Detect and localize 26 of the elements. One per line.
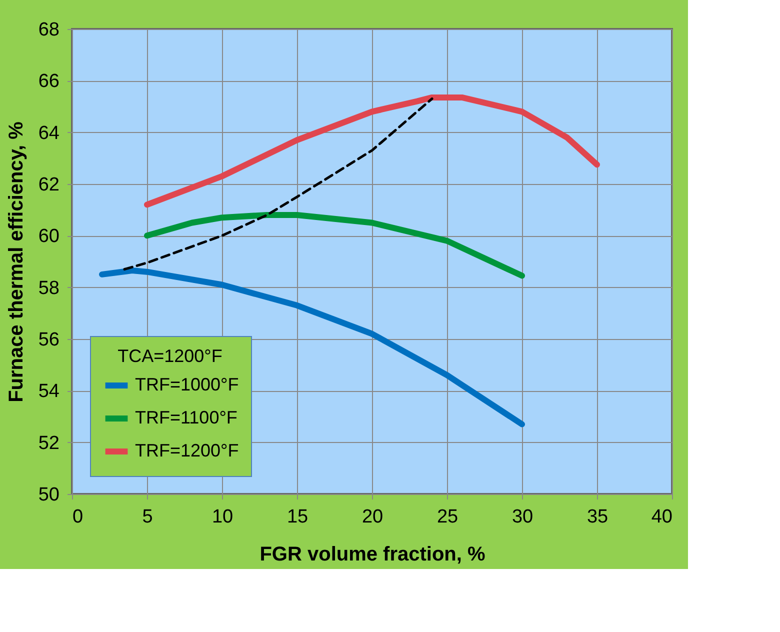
legend-label: TRF=1200°F [135, 440, 239, 460]
y-tick-label: 68 [38, 20, 60, 40]
y-tick-label: 54 [38, 381, 60, 402]
line-series [123, 98, 434, 270]
legend-label: TRF=1000°F [135, 374, 239, 394]
y-tick-label: 60 [38, 226, 60, 248]
x-tick-label: 5 [142, 506, 153, 528]
y-tick-label: 56 [38, 330, 60, 350]
y-tick-label: 52 [38, 432, 60, 454]
x-tick-label: 40 [651, 506, 672, 528]
y-tick-label: 62 [38, 174, 60, 196]
x-axis-title: FGR volume fraction, % [260, 544, 486, 566]
legend-label: TRF=1100°F [135, 408, 238, 428]
y-tick-label: 50 [38, 484, 60, 506]
y-tick-label: 58 [38, 278, 60, 299]
x-tick-label: 35 [586, 506, 608, 528]
legend-title: TCA=1200°F [118, 346, 222, 366]
x-tick-label: 20 [362, 506, 384, 528]
x-tick-label: 10 [212, 506, 234, 528]
x-tick-label: 0 [72, 506, 84, 528]
x-tick-label: 30 [512, 506, 534, 528]
y-tick-label: 66 [38, 71, 60, 92]
x-tick-label: 15 [286, 506, 308, 528]
y-tick-label: 64 [38, 122, 60, 144]
y-axis-title: Furnace thermal efficiency, % [5, 121, 28, 402]
x-tick-label: 25 [436, 506, 458, 528]
